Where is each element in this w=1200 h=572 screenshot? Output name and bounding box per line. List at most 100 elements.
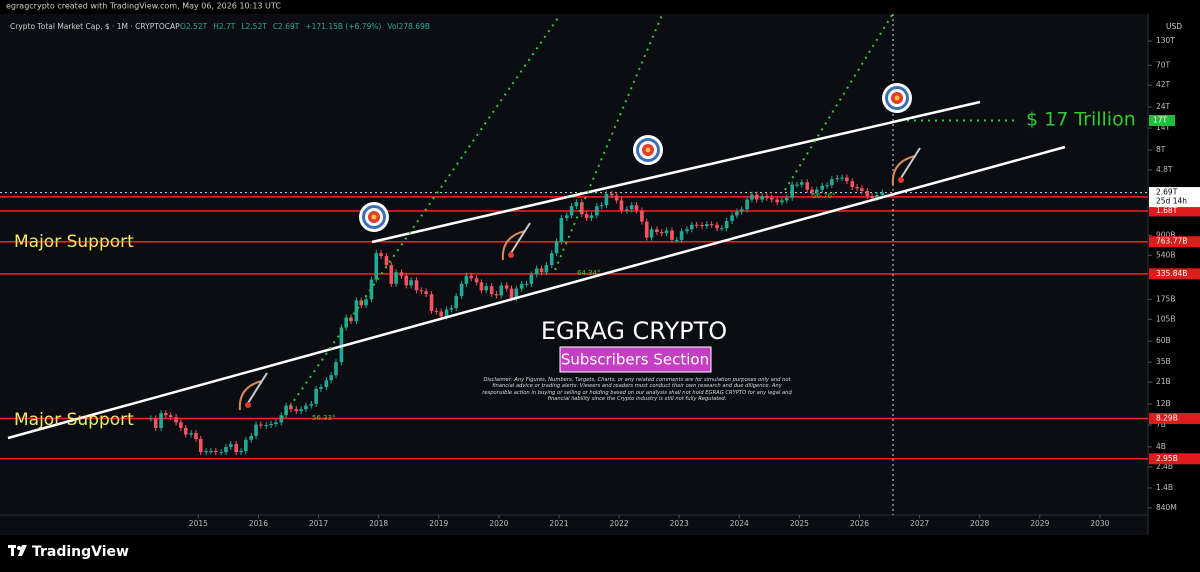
candle-body <box>524 283 529 285</box>
candles <box>149 174 885 456</box>
candle-body <box>444 309 449 317</box>
candle-body <box>544 265 549 273</box>
x-tick-label: 2015 <box>189 519 208 528</box>
ohlc-value: L2.52T <box>241 22 267 31</box>
candle-body <box>875 195 879 198</box>
candle-body <box>840 177 844 179</box>
candle-body <box>494 294 499 296</box>
candle-body <box>219 452 223 454</box>
target-icon <box>633 135 663 165</box>
candle-body <box>659 232 664 234</box>
y-tick-label: 4.8T <box>1156 165 1173 174</box>
candle-body <box>484 286 489 291</box>
candle-body <box>614 195 619 201</box>
channel-lower <box>7 145 1066 440</box>
candle-body <box>399 272 404 276</box>
y-tick-label: 14T <box>1156 123 1171 132</box>
candle-body <box>534 268 539 275</box>
target-box <box>1149 115 1175 127</box>
x-tick-label: 2020 <box>489 519 508 528</box>
tv-logo <box>8 545 27 556</box>
x-tick-label: 2023 <box>670 519 689 528</box>
candle-body <box>584 214 589 219</box>
banner-box <box>559 346 712 373</box>
candle-body <box>234 444 239 453</box>
candle-body <box>464 275 469 284</box>
candle-body <box>469 275 474 279</box>
currency: USD <box>1166 22 1182 31</box>
candle-body <box>640 210 644 222</box>
candle-body <box>224 446 228 453</box>
candle-body <box>679 231 684 240</box>
candle-body <box>850 181 855 188</box>
candle-body <box>720 228 724 230</box>
target-icon <box>882 83 912 113</box>
symbol-title: Crypto Total Market Cap, $ · 1M · CRYPTO… <box>10 22 180 31</box>
candle-body <box>769 197 774 200</box>
footer-brand: TradingView <box>32 544 129 560</box>
y-tick-label: 540B <box>1156 250 1175 259</box>
candle-body <box>685 229 689 232</box>
target-label: 17T <box>1153 116 1168 125</box>
candle-body <box>439 311 443 317</box>
candle-body <box>189 433 193 435</box>
target-annotation: $ 17 Trillion <box>1026 109 1136 131</box>
candle-body <box>880 192 885 196</box>
candle-body <box>254 424 258 436</box>
candle-body <box>735 211 739 216</box>
y-tick-label: 2.4B <box>1156 462 1173 471</box>
candle-body <box>489 286 494 295</box>
candle-body <box>379 253 383 257</box>
candle-body <box>705 224 709 227</box>
channel-upper <box>371 100 981 244</box>
ohlc-value: +171.15B (+6.79%) <box>305 22 381 31</box>
candle-body <box>259 424 263 426</box>
y-tick-label: 24T <box>1156 102 1171 111</box>
ohlc-value: O2.52T <box>180 22 208 31</box>
candle-body <box>149 418 153 420</box>
candle-body <box>429 294 434 311</box>
candle-body <box>304 405 308 410</box>
price-label-box <box>1149 268 1200 280</box>
candle-body <box>479 282 484 291</box>
grid-layer <box>197 40 1152 518</box>
disclaimer: Disclaimer: Any Figures, Numbers, Target… <box>482 377 792 403</box>
candle-body <box>529 274 534 284</box>
candle-body <box>724 220 729 229</box>
candle-body <box>709 224 714 226</box>
candle-body <box>174 417 178 423</box>
candle-body <box>775 199 779 203</box>
candle-body <box>780 200 784 203</box>
candle-body <box>644 221 649 238</box>
price-label: 335.84B <box>1156 269 1187 278</box>
x-tick-label: 2025 <box>790 519 809 528</box>
candle-body <box>339 327 344 363</box>
banner-title: EGRAG CRYPTO <box>541 317 727 345</box>
candle-body <box>790 184 794 198</box>
y-tick-label: 60B <box>1156 336 1171 345</box>
candle-body <box>835 178 840 180</box>
candle-body <box>629 205 634 210</box>
candle-body <box>715 224 719 229</box>
candle-body <box>183 427 188 435</box>
candle-body <box>314 388 318 404</box>
candle-body <box>299 409 303 412</box>
x-tick-label: 2017 <box>309 519 328 528</box>
attribution: egragcrypto created with TradingView.com… <box>6 2 281 11</box>
y-tick-label: 4B <box>1156 442 1166 451</box>
ohlc-value: Vol278.69B <box>387 22 430 31</box>
candle-body <box>414 280 419 291</box>
candle-body <box>424 291 428 295</box>
candle-body <box>604 193 609 206</box>
candle-body <box>694 224 699 226</box>
trend-lines <box>7 100 1066 440</box>
fib-lines <box>281 14 893 419</box>
candle-body <box>739 209 744 212</box>
ohlc-value: H2.7T <box>213 22 236 31</box>
price-label: 2.95B <box>1156 454 1178 463</box>
x-tick-label: 2016 <box>249 519 268 528</box>
candle-body <box>799 182 804 185</box>
candle-body <box>634 205 639 211</box>
x-tick-label: 2028 <box>970 519 989 528</box>
